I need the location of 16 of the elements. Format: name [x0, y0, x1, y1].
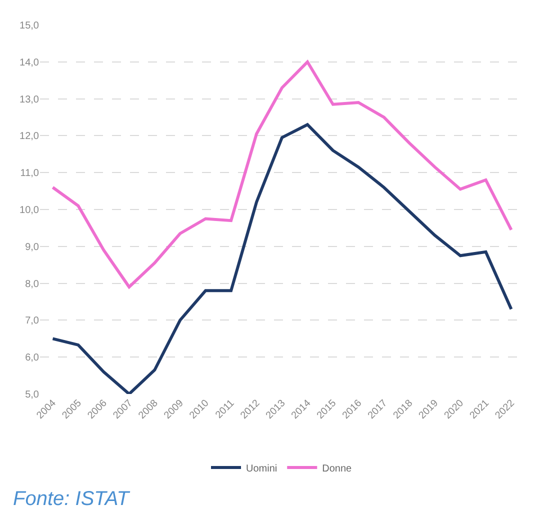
source-note: Fonte: ISTAT: [13, 488, 131, 510]
y-tick-label: 10,0: [20, 205, 40, 216]
y-tick-label: 15,0: [20, 20, 40, 32]
line-series: [51, 123, 513, 394]
legend-label: Uomini: [246, 463, 278, 474]
y-tick-label: 7,0: [25, 316, 40, 327]
y-tick-label: 8,0: [25, 278, 40, 290]
y-tick-label: 12,0: [20, 131, 40, 142]
y-tick-label: 11,0: [20, 168, 40, 180]
y-tick-label: 13,0: [20, 94, 40, 106]
y-tick-label: 14,0: [20, 57, 40, 68]
y-tick-label: 5,0: [25, 390, 40, 400]
y-tick-label: 6,0: [25, 352, 40, 364]
legend-label: Donne: [322, 463, 352, 474]
y-tick-label: 9,0: [25, 242, 40, 253]
line-series: [51, 60, 513, 288]
